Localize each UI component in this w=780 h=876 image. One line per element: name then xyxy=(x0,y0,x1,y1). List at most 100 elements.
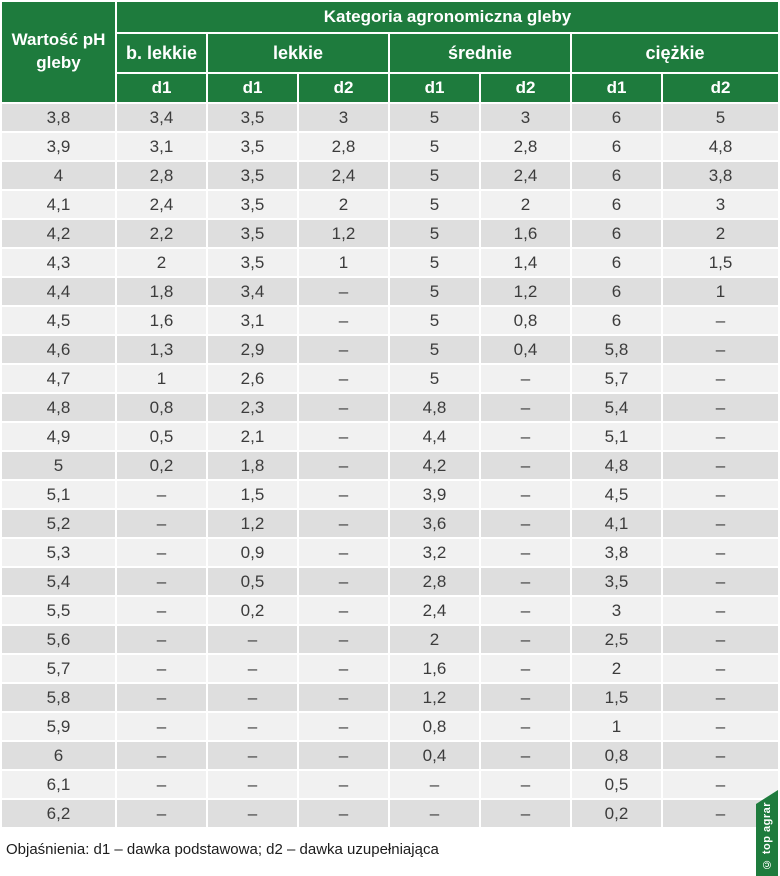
table-row: 5,6– – –2–2,5– xyxy=(2,626,779,653)
dose-value-cell: 5 xyxy=(663,104,779,131)
dose-value-cell: 2,8 xyxy=(390,568,479,595)
ph-value-cell: 4,5 xyxy=(2,307,115,334)
ph-column-header: Wartość pH gleby xyxy=(2,2,115,102)
dose-value-cell: – xyxy=(208,655,297,682)
dose-value-cell: 2,4 xyxy=(299,162,388,189)
dose-value-cell: 5 xyxy=(390,133,479,160)
dose-value-cell: 1 xyxy=(117,365,206,392)
dose-value-cell: 4,8 xyxy=(572,452,661,479)
ph-value-cell: 4 xyxy=(2,162,115,189)
dose-value-cell: 1,2 xyxy=(299,220,388,247)
dose-value-cell: – xyxy=(208,713,297,740)
dose-value-cell: 3,4 xyxy=(208,278,297,305)
dose-value-cell: – xyxy=(208,684,297,711)
ph-value-cell: 5 xyxy=(2,452,115,479)
group-header-ciezkie: ciężkie xyxy=(572,34,779,72)
table-row: 6– – –0,4–0,8– xyxy=(2,742,779,769)
dose-value-cell: 1 xyxy=(299,249,388,276)
group-header-lekkie: lekkie xyxy=(208,34,388,72)
ph-value-cell: 5,4 xyxy=(2,568,115,595)
dose-value-cell: 2,8 xyxy=(299,133,388,160)
dose-value-cell: – xyxy=(117,800,206,827)
dose-value-cell: 1,6 xyxy=(481,220,570,247)
dose-value-cell: 3,6 xyxy=(390,510,479,537)
ph-value-cell: 4,9 xyxy=(2,423,115,450)
dose-value-cell: 0,8 xyxy=(481,307,570,334)
dose-value-cell: – xyxy=(481,481,570,508)
dose-value-cell: 0,2 xyxy=(117,452,206,479)
dose-value-cell: 2,3 xyxy=(208,394,297,421)
ph-value-cell: 5,9 xyxy=(2,713,115,740)
dose-value-cell: 5,8 xyxy=(572,336,661,363)
subcol-header-lekkie-d1: d1 xyxy=(208,74,297,102)
dose-value-cell: 3,5 xyxy=(208,104,297,131)
table-row: 3,9 3,1 3,5 2,8 5 2,8 6 4,8 xyxy=(2,133,779,160)
ph-value-cell: 5,6 xyxy=(2,626,115,653)
dose-value-cell: – xyxy=(117,684,206,711)
dose-value-cell: 0,5 xyxy=(208,568,297,595)
dose-value-cell: 0,2 xyxy=(208,597,297,624)
dose-value-cell: – xyxy=(208,771,297,798)
ph-value-cell: 4,1 xyxy=(2,191,115,218)
dose-value-cell: – xyxy=(299,568,388,595)
category-header: Kategoria agronomiczna gleby xyxy=(117,2,779,32)
dose-value-cell: 5 xyxy=(390,220,479,247)
dose-value-cell: 1,5 xyxy=(208,481,297,508)
dose-value-cell: 3,5 xyxy=(208,249,297,276)
table-row: 5,7– – –1,6–2– xyxy=(2,655,779,682)
table-row: 5,5–0,2–2,4–3– xyxy=(2,597,779,624)
dose-value-cell: 0,2 xyxy=(572,800,661,827)
dose-value-cell: 1 xyxy=(663,278,779,305)
dose-value-cell: 1,5 xyxy=(572,684,661,711)
group-header-b-lekkie: b. lekkie xyxy=(117,34,206,72)
dose-value-cell: 6 xyxy=(572,220,661,247)
dose-value-cell: – xyxy=(299,452,388,479)
dose-value-cell: – xyxy=(481,655,570,682)
dose-value-cell: 3,8 xyxy=(663,162,779,189)
dose-value-cell: – xyxy=(117,568,206,595)
table-row: 5 0,2 1,8–4,2–4,8– xyxy=(2,452,779,479)
dose-value-cell: 5,7 xyxy=(572,365,661,392)
ph-value-cell: 6,2 xyxy=(2,800,115,827)
dose-value-cell: 6 xyxy=(572,249,661,276)
dose-value-cell: – xyxy=(117,771,206,798)
dose-value-cell: 0,9 xyxy=(208,539,297,566)
dose-value-cell: – xyxy=(481,568,570,595)
dose-value-cell: – xyxy=(663,336,779,363)
dose-value-cell: – xyxy=(299,423,388,450)
dose-value-cell: 5 xyxy=(390,104,479,131)
dose-value-cell: 2,8 xyxy=(481,133,570,160)
dose-value-cell: – xyxy=(663,713,779,740)
dose-value-cell: – xyxy=(481,452,570,479)
dose-value-cell: – xyxy=(663,626,779,653)
group-header-srednie: średnie xyxy=(390,34,570,72)
dose-value-cell: – xyxy=(299,365,388,392)
dose-value-cell: 2,9 xyxy=(208,336,297,363)
dose-value-cell: – xyxy=(481,510,570,537)
dose-value-cell: 2 xyxy=(299,191,388,218)
dose-value-cell: 2 xyxy=(663,220,779,247)
dose-value-cell: 5 xyxy=(390,336,479,363)
dose-value-cell: 1,3 xyxy=(117,336,206,363)
dose-value-cell: 1,8 xyxy=(117,278,206,305)
ph-value-cell: 6 xyxy=(2,742,115,769)
table-row: 5,4–0,5–2,8–3,5– xyxy=(2,568,779,595)
dose-value-cell: – xyxy=(663,655,779,682)
dose-value-cell: – xyxy=(299,771,388,798)
dose-value-cell: 1 xyxy=(572,713,661,740)
ph-value-cell: 5,3 xyxy=(2,539,115,566)
subcol-header-lekkie-d2: d2 xyxy=(299,74,388,102)
subcol-header-ciezkie-d2: d2 xyxy=(663,74,779,102)
dose-value-cell: 0,5 xyxy=(572,771,661,798)
dose-value-cell: – xyxy=(663,771,779,798)
soil-ph-dose-table: Wartość pH gleby Kategoria agronomiczna … xyxy=(2,2,779,827)
dose-value-cell: – xyxy=(663,394,779,421)
dose-value-cell: – xyxy=(299,626,388,653)
dose-value-cell: 2 xyxy=(117,249,206,276)
dose-value-cell: – xyxy=(390,771,479,798)
dose-value-cell: 5 xyxy=(390,249,479,276)
dose-value-cell: 1,6 xyxy=(390,655,479,682)
dose-value-cell: 0,4 xyxy=(390,742,479,769)
dose-value-cell: 3,8 xyxy=(572,539,661,566)
